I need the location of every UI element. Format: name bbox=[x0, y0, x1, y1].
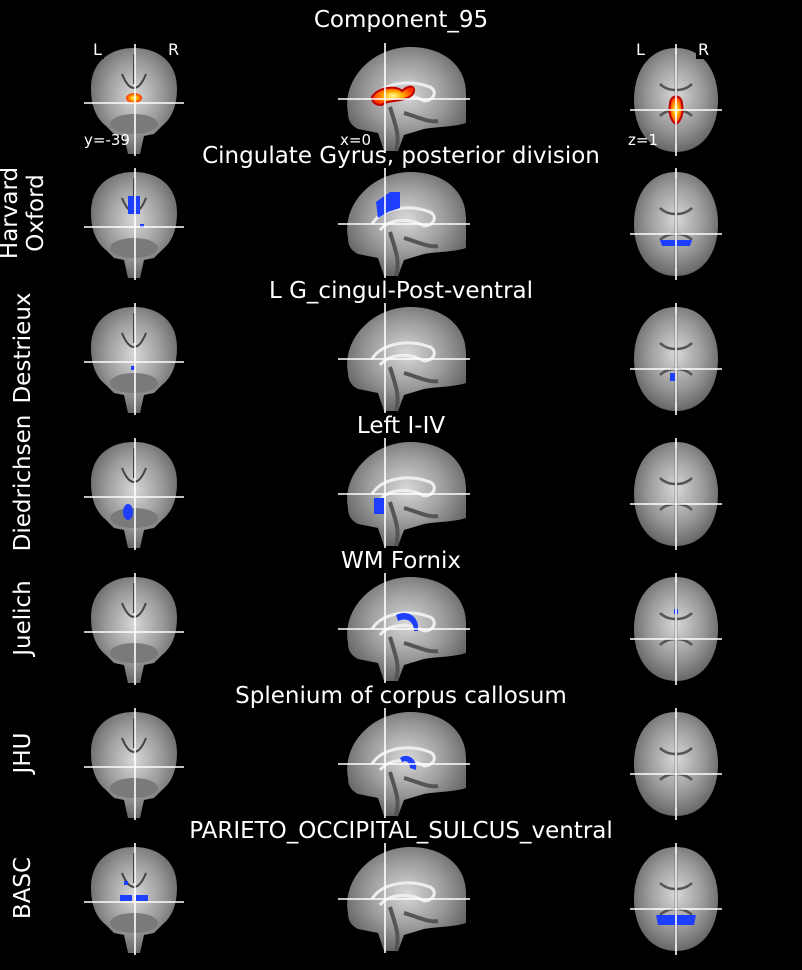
sagittal-slice bbox=[338, 43, 470, 153]
atlas-region-title: Left I-IV bbox=[356, 413, 446, 439]
sagittal-slice bbox=[338, 843, 470, 953]
sagittal-slice bbox=[338, 708, 470, 818]
coord-axial: z=1 bbox=[628, 131, 658, 149]
atlas-region bbox=[374, 498, 384, 514]
coronal-slice bbox=[84, 708, 184, 820]
atlas-region bbox=[131, 366, 135, 370]
orientation-left: L bbox=[634, 40, 647, 59]
axial-slice bbox=[630, 44, 722, 156]
orientation-right: R bbox=[696, 40, 712, 59]
coord-coronal: y=-39 bbox=[84, 131, 130, 149]
atlas-row: BASC PARIETO_OCCIPITAL_SULCUS_ventral bbox=[0, 818, 802, 956]
atlas-region bbox=[670, 373, 676, 381]
orientation-right: R bbox=[166, 40, 182, 59]
sagittal-slice bbox=[338, 303, 470, 413]
axial-slice bbox=[630, 708, 722, 820]
coord-sagittal: x=0 bbox=[340, 131, 371, 149]
axial-slice bbox=[630, 573, 722, 685]
axial-slice bbox=[630, 168, 722, 280]
coronal-slice bbox=[84, 843, 184, 955]
atlas-row: Harvard Oxford Cingulate Gyrus, posterior … bbox=[0, 143, 802, 281]
atlas-region bbox=[396, 612, 419, 631]
atlas-region-title: PARIETO_OCCIPITAL_SULCUS_ventral bbox=[189, 818, 613, 844]
coronal-slice bbox=[84, 573, 184, 685]
atlas-name: Juelich bbox=[10, 580, 36, 656]
atlas-name: JHU bbox=[10, 732, 36, 774]
atlas-region-title: WM Fornix bbox=[340, 548, 461, 574]
figure-title: Component_95 bbox=[313, 7, 489, 33]
atlas-row: Juelich WM Fornix bbox=[0, 548, 802, 686]
atlas-region-title: Splenium of corpus callosum bbox=[235, 683, 567, 709]
atlas-name: BASC bbox=[10, 856, 36, 920]
atlas-row: JHU Splenium of corpus callosum bbox=[0, 683, 802, 821]
coronal-slice bbox=[84, 438, 184, 550]
sagittal-slice bbox=[338, 573, 470, 683]
sagittal-slice bbox=[338, 168, 470, 278]
coronal-slice bbox=[84, 168, 184, 280]
component-blob bbox=[126, 93, 142, 103]
axial-slice bbox=[630, 303, 722, 415]
atlas-region-title: Cingulate Gyrus, posterior division bbox=[202, 143, 600, 169]
atlas-row: Destrieux L G_cingul-Post-ventral bbox=[0, 278, 802, 416]
atlas-name: Destrieux bbox=[10, 292, 36, 404]
atlas-row: Diedrichsen Left I-IV bbox=[0, 413, 802, 551]
axial-slice bbox=[630, 438, 722, 550]
orientation-left: L bbox=[91, 40, 104, 59]
atlas-name: Harvard Oxford bbox=[0, 166, 49, 260]
component-blob bbox=[370, 85, 416, 107]
atlas-region bbox=[123, 504, 133, 520]
atlas-region bbox=[400, 755, 417, 770]
coronal-slice bbox=[84, 303, 184, 415]
atlas-region-title: L G_cingul-Post-ventral bbox=[268, 278, 534, 304]
atlas-region bbox=[376, 192, 400, 218]
atlas-region bbox=[120, 895, 132, 901]
axial-slice bbox=[630, 843, 722, 955]
sagittal-slice bbox=[338, 438, 470, 548]
coronal-slice bbox=[84, 44, 184, 156]
atlas-region bbox=[128, 196, 140, 214]
